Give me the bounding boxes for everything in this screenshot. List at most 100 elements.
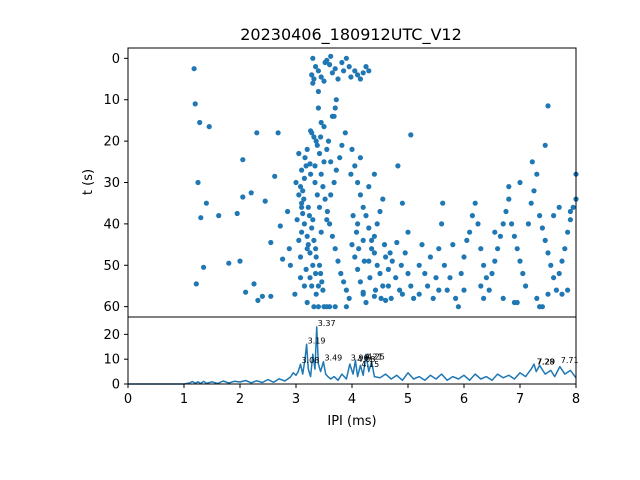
- scatter-point-98: [315, 68, 321, 74]
- scatter-point-103: [329, 70, 335, 76]
- scatter-point-28: [255, 297, 261, 303]
- scatter-point-11: [234, 210, 240, 217]
- scatter-point-143: [363, 299, 369, 306]
- scatter-point-172: [402, 250, 408, 256]
- scatter-point-236: [570, 204, 576, 210]
- scatter-point-140: [355, 266, 361, 272]
- scatter-point-180: [416, 262, 422, 268]
- scatter-point-184: [427, 254, 433, 260]
- scatter-point-155: [348, 171, 354, 177]
- peak-label-2: 3.08: [301, 356, 319, 365]
- scatter-point-179: [395, 163, 401, 169]
- scatter-point-4: [195, 179, 201, 186]
- scatter-point-257: [481, 295, 487, 301]
- scatter-point-197: [461, 254, 467, 260]
- scatter-point-284: [297, 275, 304, 281]
- scatter-point-83: [315, 105, 321, 111]
- scatter-point-261: [416, 291, 422, 297]
- scatter-point-295: [318, 134, 324, 140]
- scatter-point-141: [357, 279, 363, 285]
- scatter-point-259: [436, 287, 442, 293]
- scatter-points: [191, 53, 579, 310]
- scatter-point-94: [296, 237, 302, 243]
- scatter-point-119: [315, 88, 321, 95]
- scatter-point-213: [506, 196, 512, 202]
- scatter-point-17: [254, 130, 260, 136]
- scatter-point-195: [455, 304, 461, 310]
- scatter-point-128: [355, 179, 361, 186]
- scatter-point-227: [545, 250, 551, 256]
- scatter-point-165: [381, 242, 388, 248]
- scatter-point-54: [320, 184, 326, 190]
- scatter-point-61: [338, 270, 344, 277]
- scatter-point-244: [500, 295, 506, 301]
- scatter-point-225: [539, 225, 546, 231]
- scatter-point-146: [371, 233, 377, 239]
- scatter-point-31: [292, 291, 298, 297]
- scatter-point-191: [444, 287, 450, 293]
- scatter-point-167: [389, 258, 395, 264]
- scatter-point-226: [542, 237, 548, 243]
- scatter-point-118: [310, 80, 316, 86]
- bottom-x-tick-label-7: 7: [516, 392, 524, 407]
- scatter-point-223: [534, 171, 540, 177]
- scatter-point-269: [324, 304, 330, 310]
- scatter-point-127: [352, 163, 358, 169]
- scatter-point-43: [318, 171, 324, 177]
- scatter-point-18: [262, 198, 268, 204]
- scatter-point-208: [492, 258, 498, 264]
- ipi-histogram: [128, 326, 577, 385]
- scatter-point-51: [316, 150, 323, 157]
- scatter-point-87: [328, 159, 334, 165]
- scatter-point-62: [341, 279, 347, 285]
- peak-label-1: 3.19: [308, 336, 326, 345]
- scatter-point-247: [534, 295, 540, 301]
- scatter-point-153: [371, 171, 377, 177]
- scatter-point-78: [333, 167, 339, 173]
- scatter-point-42: [315, 283, 321, 289]
- top-y-ticks: 0 10 20 30 40 50 60: [103, 52, 128, 315]
- scatter-point-279: [318, 270, 324, 277]
- scatter-point-23: [285, 208, 291, 215]
- scatter-point-275: [309, 225, 315, 231]
- scatter-point-189: [440, 200, 446, 206]
- top-y-tick-label-6: 60: [103, 300, 120, 315]
- scatter-point-113: [360, 70, 366, 76]
- bottom-x-tick-label-1: 1: [180, 392, 188, 407]
- scatter-point-99: [318, 74, 324, 80]
- scatter-point-176: [399, 200, 405, 206]
- scatter-point-214: [509, 221, 515, 227]
- scatter-point-166: [387, 250, 393, 256]
- scatter-point-193: [450, 242, 456, 248]
- bottom-x-tick-label-3: 3: [292, 392, 300, 407]
- scatter-point-239: [545, 103, 551, 109]
- scatter-point-95: [297, 254, 304, 260]
- scatter-point-186: [433, 275, 439, 281]
- scatter-point-81: [342, 130, 348, 136]
- scatter-point-88: [304, 146, 310, 152]
- scatter-point-294: [312, 163, 318, 169]
- scatter-point-266: [360, 289, 366, 295]
- scatter-point-93: [294, 217, 300, 223]
- bottom-x-tick-label-8: 8: [572, 392, 580, 407]
- scatter-point-249: [539, 304, 546, 310]
- scatter-point-131: [363, 213, 369, 219]
- scatter-point-10: [226, 260, 232, 266]
- bottom-x-tick-label-5: 5: [404, 392, 412, 407]
- scatter-point-221: [528, 200, 534, 206]
- scatter-point-133: [369, 237, 375, 243]
- scatter-point-203: [478, 246, 484, 252]
- scatter-point-149: [380, 196, 386, 202]
- scatter-point-24: [287, 262, 293, 268]
- scatter-point-152: [366, 184, 372, 190]
- scatter-point-267: [371, 293, 377, 299]
- peak-label-3: 3.49: [324, 354, 342, 363]
- scatter-point-202: [475, 221, 481, 227]
- scatter-point-181: [422, 270, 428, 277]
- scatter-point-21: [272, 173, 278, 179]
- scatter-point-243: [492, 229, 498, 235]
- scatter-point-122: [331, 113, 337, 119]
- scatter-point-154: [357, 155, 363, 161]
- scatter-point-124: [328, 53, 334, 59]
- scatter-point-39: [307, 250, 313, 256]
